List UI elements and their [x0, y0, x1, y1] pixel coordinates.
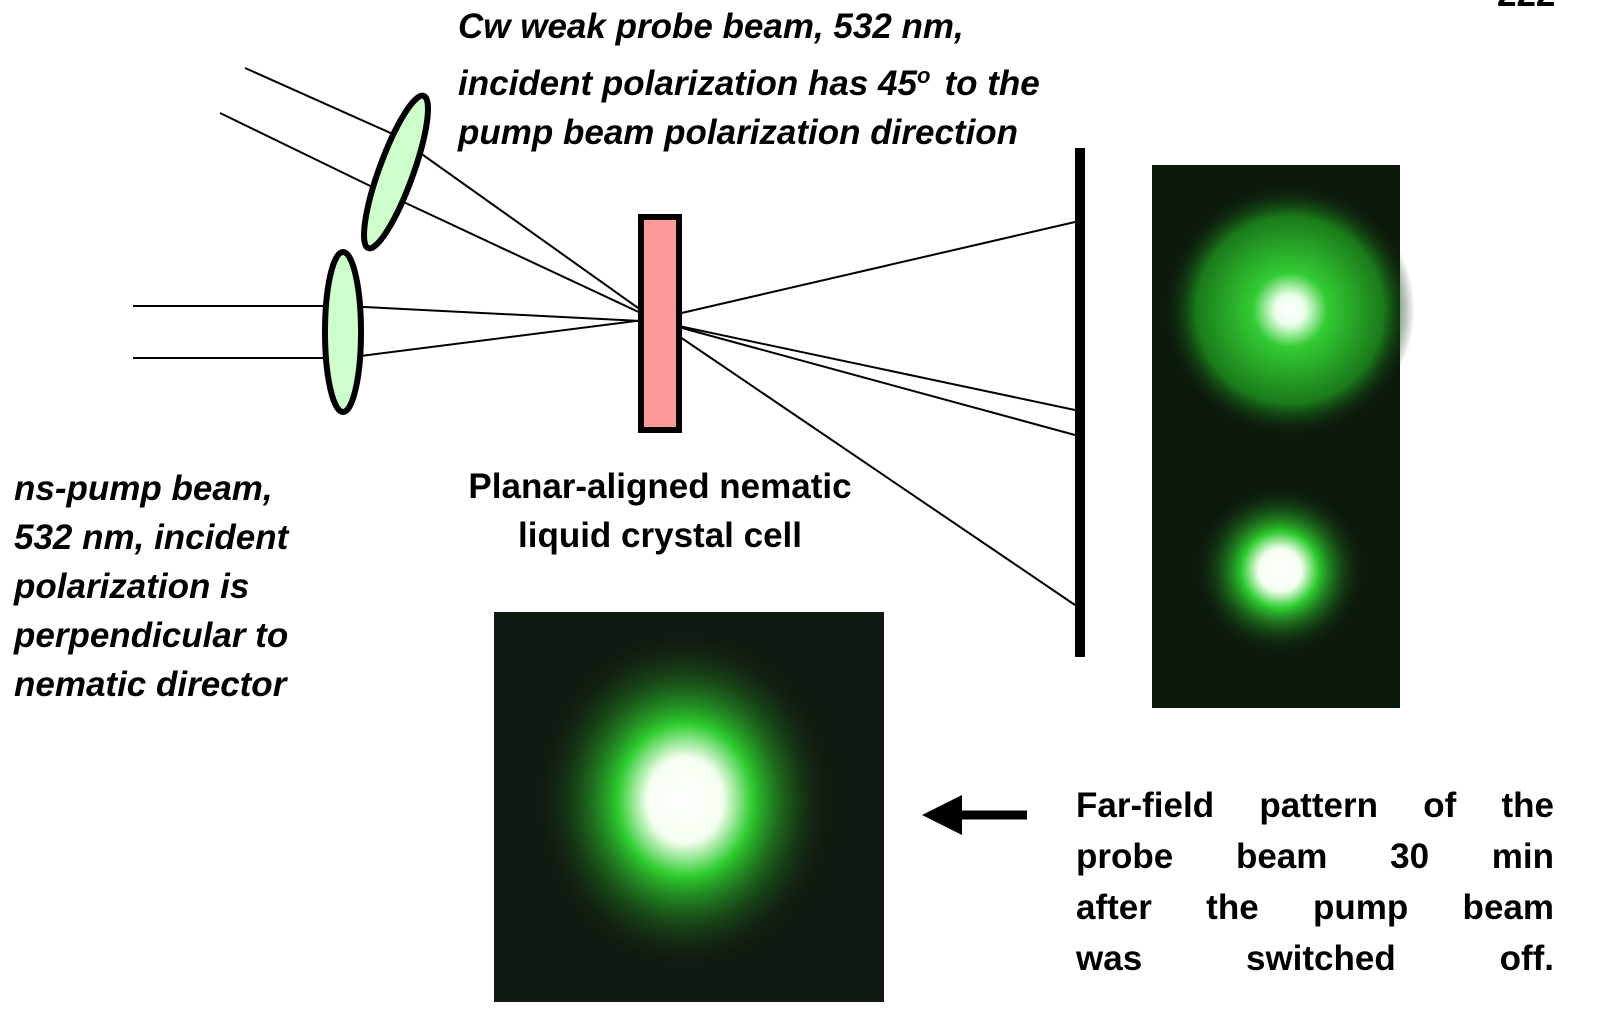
- text-line: was switched off.: [1076, 933, 1554, 984]
- arrow-head: [922, 795, 962, 835]
- text-line: Far-field pattern of the: [1076, 780, 1554, 831]
- text: incident polarization has 45: [458, 64, 917, 103]
- superscript: o: [917, 63, 930, 88]
- text-line: Cw weak probe beam, 532 nm,: [458, 2, 1040, 51]
- lc-cell: [641, 217, 679, 430]
- probe-label: Cw weak probe beam, 532 nm, incident pol…: [458, 2, 1040, 157]
- text-line: probe beam 30 min: [1076, 831, 1554, 882]
- text-line: ns-pump beam,: [14, 464, 288, 513]
- pump-label: ns-pump beam, 532 nm, incident polarizat…: [14, 464, 288, 709]
- pump-ray: [133, 222, 1075, 358]
- probe-lens: [352, 90, 439, 254]
- text-line: after the pump beam: [1076, 882, 1554, 933]
- text-line: liquid crystal cell: [430, 511, 890, 560]
- pump-lens: [325, 252, 361, 412]
- text-line: 532 nm, incident: [14, 513, 288, 562]
- slide: 222 Cw weak probe beam, 532 nm, incident…: [0, 0, 1603, 1021]
- text-line: Planar-aligned nematic: [430, 462, 890, 511]
- far-field-label: Far-field pattern of the probe beam 30 m…: [1076, 780, 1554, 984]
- text-line: polarization is: [14, 562, 288, 611]
- cell-label: Planar-aligned nematic liquid crystal ce…: [430, 462, 890, 560]
- text-line: perpendicular to: [14, 611, 288, 660]
- spot: [1195, 485, 1365, 655]
- text-line: pump beam polarization direction: [458, 108, 1040, 157]
- text-line: incident polarization has 45o to the: [458, 51, 1040, 108]
- page-number: 222: [1497, 0, 1555, 19]
- text: to the: [944, 64, 1039, 103]
- spot: [535, 630, 835, 970]
- text-line: nematic director: [14, 660, 288, 709]
- spot: [1165, 185, 1415, 435]
